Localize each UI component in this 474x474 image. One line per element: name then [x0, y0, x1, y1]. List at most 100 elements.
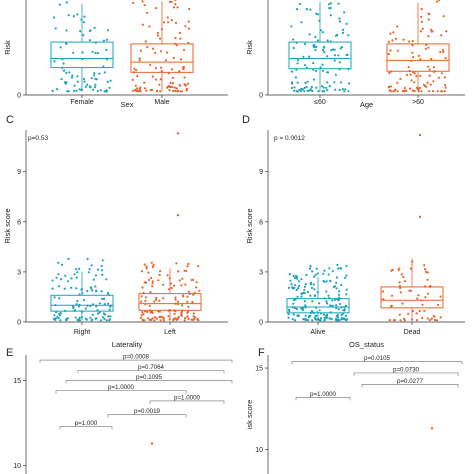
data-point	[187, 20, 190, 23]
data-point	[306, 89, 309, 92]
data-point	[160, 70, 163, 73]
x-tick-label: Male	[154, 99, 169, 106]
data-point	[192, 318, 195, 322]
data-point	[171, 68, 174, 71]
data-point	[171, 82, 175, 85]
data-point	[306, 290, 310, 294]
data-point	[333, 59, 336, 62]
data-point	[313, 288, 316, 291]
data-point	[72, 15, 75, 18]
x-tick-label: Dead	[404, 329, 421, 336]
data-point	[172, 319, 175, 322]
y-tick-label: 0	[17, 93, 21, 100]
data-point	[311, 300, 314, 303]
data-point	[316, 291, 319, 294]
data-point	[296, 277, 299, 280]
data-point	[109, 79, 112, 82]
comparison-p-value: p=0.1095	[136, 374, 163, 381]
data-point	[343, 306, 346, 309]
y-axis-title: Risk score	[245, 208, 254, 243]
data-point	[183, 319, 186, 322]
data-point	[102, 39, 105, 42]
data-point	[59, 319, 62, 322]
data-point	[182, 68, 185, 71]
data-point	[312, 62, 315, 65]
data-point	[176, 302, 179, 306]
data-point	[174, 21, 178, 24]
data-point	[321, 49, 325, 52]
data-point	[311, 310, 314, 313]
data-point	[389, 49, 392, 52]
y-tick-label: 10	[255, 447, 263, 454]
data-point	[305, 273, 308, 276]
data-point	[325, 86, 328, 89]
data-point	[76, 80, 79, 83]
data-point	[316, 272, 319, 275]
data-point	[399, 77, 402, 80]
data-point	[290, 70, 293, 73]
data-point	[322, 46, 326, 49]
data-point	[427, 18, 430, 21]
data-point	[99, 319, 102, 322]
data-point	[300, 278, 303, 281]
data-point	[70, 277, 73, 280]
data-point	[107, 315, 110, 318]
y-axis-title: isk score	[245, 400, 254, 430]
data-point	[73, 90, 76, 93]
data-point	[292, 302, 295, 305]
data-point	[158, 315, 161, 319]
data-point	[335, 307, 338, 310]
data-point	[326, 302, 329, 305]
y-tick-label: 3	[17, 269, 21, 276]
data-point	[345, 53, 348, 56]
data-point	[167, 309, 170, 312]
data-point	[157, 279, 160, 282]
data-point	[175, 262, 178, 265]
data-point	[187, 262, 190, 266]
data-point	[335, 287, 338, 290]
data-point	[109, 305, 112, 308]
data-point	[74, 316, 77, 319]
data-point	[302, 291, 305, 294]
data-point	[136, 87, 139, 90]
data-point	[335, 276, 338, 279]
data-point	[158, 299, 161, 302]
data-point	[76, 299, 79, 303]
data-point	[435, 0, 438, 3]
data-point	[140, 314, 143, 317]
data-point	[318, 309, 321, 312]
data-point	[412, 56, 415, 59]
data-point	[391, 268, 394, 271]
data-point	[337, 2, 340, 5]
data-point	[292, 89, 296, 92]
data-point	[304, 81, 307, 85]
data-point	[103, 303, 106, 306]
data-point	[442, 15, 445, 18]
panel-d: Dp = 0.0012 0 3 6 9 Risk score Alive Dead OS_sta…	[242, 114, 465, 349]
data-point	[103, 313, 106, 316]
data-point	[147, 271, 150, 274]
data-point	[159, 270, 162, 273]
data-point	[95, 317, 98, 320]
data-point	[173, 284, 176, 287]
data-point	[150, 261, 153, 264]
data-point	[184, 317, 187, 320]
data-point	[80, 88, 83, 91]
data-point	[316, 311, 319, 314]
y-tick-label: 6	[259, 219, 263, 226]
data-point	[57, 261, 60, 264]
data-point	[328, 267, 331, 270]
data-point	[312, 68, 315, 71]
data-point	[300, 292, 303, 295]
data-point	[51, 89, 54, 92]
data-point	[416, 87, 419, 90]
data-point	[141, 318, 144, 321]
data-point	[98, 302, 101, 305]
data-point	[190, 278, 193, 282]
data-point	[90, 77, 93, 80]
data-point	[59, 312, 62, 315]
data-point	[159, 319, 162, 322]
data-point	[436, 90, 439, 93]
data-point	[443, 90, 446, 93]
data-point	[411, 310, 415, 313]
